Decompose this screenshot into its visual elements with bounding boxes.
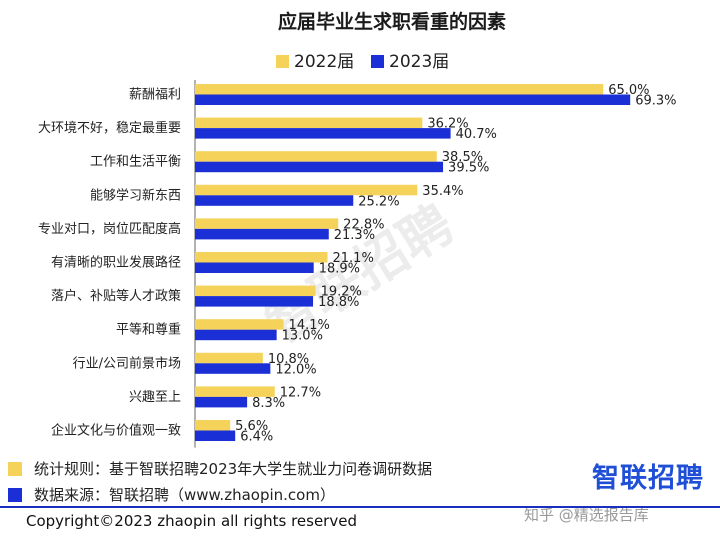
category-label: 工作和生活平衡 (90, 155, 181, 170)
bar-2023届 (195, 296, 314, 307)
stat-rule-text: 统计规则：基于智联招聘2023年大学生就业力问卷调研数据 (34, 460, 433, 478)
bar-2022届 (195, 352, 263, 364)
bar-2023届 (195, 329, 277, 341)
data-label-2022届: 21.1% (333, 251, 374, 266)
bar-2023届 (195, 396, 248, 408)
copyright-text: Copyright©2023 zhaopin all rights reserv… (26, 512, 357, 530)
data-label-2022届: 65.0% (608, 83, 649, 98)
bar-2023届 (195, 228, 329, 240)
data-label-2023届: 13.0% (282, 329, 323, 344)
data-label-2023届: 69.3% (635, 94, 676, 109)
bar-2023届 (195, 195, 354, 206)
zhihu-watermark: 知乎 @精选报告库 (524, 506, 649, 524)
bar-2023届 (195, 430, 236, 441)
category-label: 专业对口，岗位匹配度高 (38, 221, 181, 237)
data-label-2023届: 39.5% (448, 161, 489, 176)
data-label-2022届: 22.8% (343, 217, 384, 232)
data-source-text: 数据来源：智联招聘（www.zhaopin.com） (34, 486, 335, 504)
data-label-2022届: 35.4% (422, 184, 463, 199)
data-label-2023届: 8.3% (252, 396, 285, 411)
category-label: 落户、补贴等人才政策 (51, 288, 181, 304)
bar-2022届 (195, 184, 418, 196)
bar-2023届 (195, 94, 631, 105)
stat-rule-note: 统计规则：基于智联招聘2023年大学生就业力问卷调研数据 (8, 458, 432, 479)
data-label-2023届: 40.7% (456, 127, 497, 142)
legend-swatch-2023 (371, 55, 384, 68)
bars-group: 薪酬福利 65.0%69.3% 大环境不好，稳定最重要 36.2%40.7% 工作和生活… (38, 80, 677, 448)
brand-logo: 智联招聘 (592, 463, 704, 494)
bar-2022届 (195, 386, 275, 397)
data-label-2022届: 12.7% (280, 385, 321, 400)
bar-2022届 (195, 319, 284, 330)
stat-rule-swatch (8, 461, 22, 476)
footer-divider (0, 506, 720, 508)
data-source-note: 数据来源：智联招聘（www.zhaopin.com） (8, 484, 335, 505)
category-label: 薪酬福利 (129, 88, 181, 103)
data-label-2022届: 38.5% (442, 150, 483, 165)
bar-2023届 (195, 262, 314, 273)
data-label-2022届: 5.6% (235, 419, 268, 434)
bar-2022届 (195, 285, 316, 297)
category-label: 有清晰的职业发展路径 (51, 255, 181, 271)
bar-2022届 (195, 218, 339, 229)
data-label-2023届: 18.9% (319, 262, 360, 277)
bar-2022届 (195, 151, 437, 162)
data-source-swatch (8, 487, 22, 502)
bar-2022届 (195, 117, 423, 129)
chart-title: 应届毕业生求职看重的因素 (278, 10, 506, 33)
bar-chart: 应届毕业生求职看重的因素 2022届 2023届 智联招聘 薪酬福利 65.0%6… (38, 10, 677, 448)
legend: 2022届 2023届 (276, 52, 449, 72)
bar-2022届 (195, 84, 604, 95)
data-label-2022届: 10.8% (268, 352, 309, 367)
category-label: 行业/公司前景市场 (73, 355, 181, 371)
data-label-2022届: 14.1% (289, 318, 330, 333)
data-label-2022届: 36.2% (427, 117, 468, 132)
legend-label-2022: 2022届 (294, 52, 354, 72)
bar-2022届 (195, 420, 231, 431)
data-label-2023届: 18.8% (318, 295, 359, 310)
data-label-2023届: 25.2% (358, 194, 399, 209)
data-label-2023届: 12.0% (275, 362, 316, 377)
legend-swatch-2022 (276, 55, 289, 68)
data-label-2023届: 21.3% (334, 228, 375, 243)
data-label-2022届: 19.2% (321, 285, 362, 300)
bar-2023届 (195, 128, 451, 139)
category-label: 能够学习新东西 (90, 187, 181, 203)
legend-label-2023: 2023届 (389, 52, 449, 72)
bar-2023届 (195, 363, 271, 374)
bar-2023届 (195, 161, 444, 173)
bar-2022届 (195, 252, 328, 263)
data-label-2023届: 6.4% (240, 430, 273, 445)
category-label: 企业文化与价值观一致 (51, 423, 181, 439)
category-label: 大环境不好，稳定最重要 (38, 120, 181, 136)
category-label: 兴趣至上 (129, 390, 181, 405)
category-label: 平等和尊重 (116, 322, 181, 338)
